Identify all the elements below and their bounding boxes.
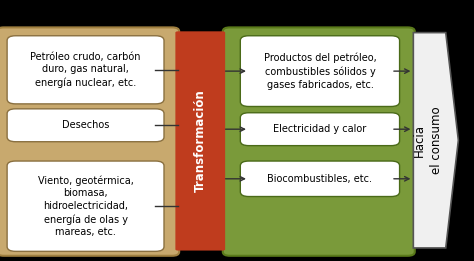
- Text: Transformación: Transformación: [194, 90, 207, 192]
- Text: Energía primaria: Energía primaria: [22, 10, 154, 25]
- Text: Petróleo crudo, carbón
duro, gas natural,
energía nuclear, etc.: Petróleo crudo, carbón duro, gas natural…: [30, 52, 141, 88]
- Text: Energía secundaria: Energía secundaria: [243, 10, 394, 25]
- FancyBboxPatch shape: [7, 36, 164, 104]
- Text: Desechos: Desechos: [62, 120, 109, 130]
- Text: Biocombustibles, etc.: Biocombustibles, etc.: [267, 174, 373, 184]
- FancyBboxPatch shape: [240, 161, 400, 197]
- Text: Electricidad y calor: Electricidad y calor: [273, 124, 366, 134]
- Text: Hacia
el consumo: Hacia el consumo: [413, 106, 443, 174]
- FancyBboxPatch shape: [240, 36, 400, 106]
- FancyBboxPatch shape: [7, 109, 164, 142]
- FancyBboxPatch shape: [240, 113, 400, 146]
- Text: Viento, geotérmica,
biomasa,
hidroelectricidad,
energía de olas y
mareas, etc.: Viento, geotérmica, biomasa, hidroelectr…: [37, 175, 134, 237]
- Polygon shape: [413, 33, 458, 248]
- FancyBboxPatch shape: [175, 31, 225, 251]
- FancyBboxPatch shape: [0, 27, 179, 256]
- Text: Productos del petróleo,
combustibles sólidos y
gases fabricados, etc.: Productos del petróleo, combustibles sól…: [264, 53, 376, 90]
- FancyBboxPatch shape: [7, 161, 164, 251]
- FancyBboxPatch shape: [223, 27, 415, 256]
